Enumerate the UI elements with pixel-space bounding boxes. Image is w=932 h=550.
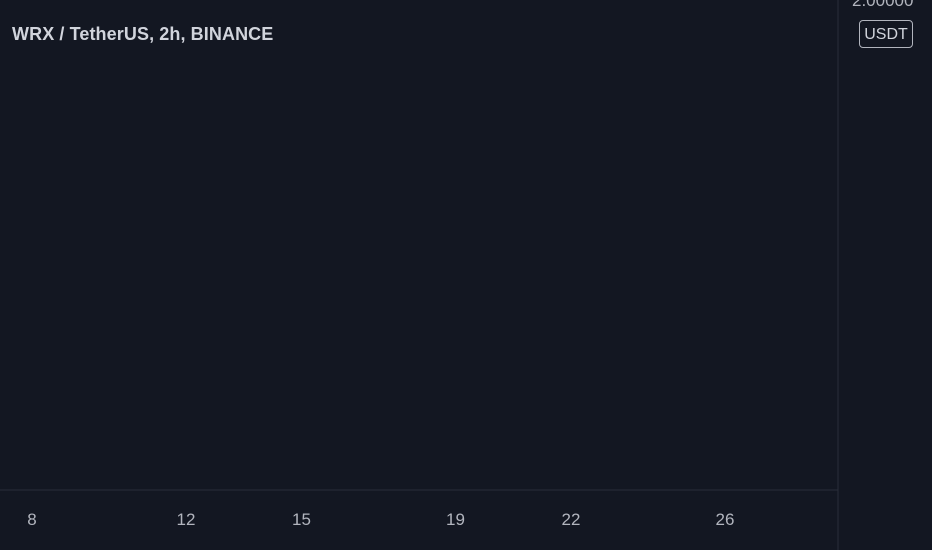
price-labels: 4.398663.930033.548663.336423.211862.995… xyxy=(852,0,913,10)
currency-badge[interactable]: USDT xyxy=(859,20,913,48)
x-tick-3: 19 xyxy=(446,510,465,529)
x-tick-1: 12 xyxy=(177,510,196,529)
x-tick-2: 15 xyxy=(292,510,311,529)
x-tick-4: 22 xyxy=(562,510,581,529)
time-axis[interactable]: 8 12 15 19 22 26 xyxy=(27,510,734,529)
x-tick-5: 26 xyxy=(716,510,735,529)
y-tick-0: 2.00000 xyxy=(852,0,913,10)
price-axis-background[interactable] xyxy=(838,0,932,504)
x-tick-0: 8 xyxy=(27,510,36,529)
symbol-title: WRX / TetherUS, 2h, BINANCE xyxy=(12,24,274,44)
